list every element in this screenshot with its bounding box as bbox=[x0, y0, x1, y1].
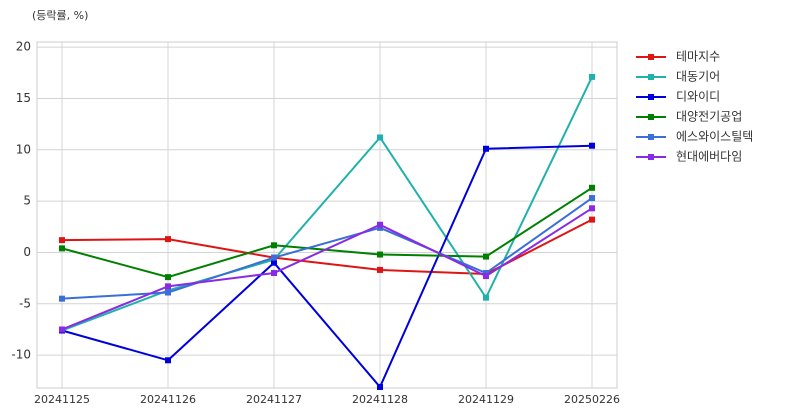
point-marker bbox=[589, 73, 595, 80]
legend-marker bbox=[648, 74, 654, 80]
point-marker bbox=[589, 184, 595, 191]
point-marker bbox=[483, 145, 489, 152]
legend-label: 대양전기공업 bbox=[676, 110, 742, 124]
x-tick-label: 20241126 bbox=[140, 393, 196, 406]
point-marker bbox=[59, 245, 65, 252]
point-marker bbox=[59, 295, 65, 302]
point-marker bbox=[271, 270, 277, 277]
legend-label: 에스와이스틸텍 bbox=[676, 130, 753, 144]
point-marker bbox=[377, 383, 383, 390]
point-marker bbox=[165, 236, 171, 243]
legend-marker bbox=[648, 134, 654, 140]
legend-label: 테마지수 bbox=[676, 50, 720, 64]
x-tick-label: 20241127 bbox=[246, 393, 302, 406]
y-tick-label: 10 bbox=[16, 142, 31, 156]
y-tick-label: 20 bbox=[16, 40, 31, 54]
point-marker bbox=[377, 266, 383, 273]
point-marker bbox=[589, 205, 595, 212]
legend-marker bbox=[648, 94, 654, 100]
point-marker bbox=[271, 254, 277, 261]
point-marker bbox=[589, 142, 595, 149]
legend-marker bbox=[648, 54, 654, 60]
point-marker bbox=[271, 259, 277, 266]
x-tick-label: 20241128 bbox=[352, 393, 408, 406]
point-marker bbox=[165, 274, 171, 281]
point-marker bbox=[483, 273, 489, 280]
series-line bbox=[61, 76, 593, 332]
point-marker bbox=[483, 294, 489, 301]
point-marker bbox=[165, 357, 171, 364]
point-marker bbox=[165, 283, 171, 290]
legend-marker bbox=[648, 114, 654, 120]
x-tick-label: 20241129 bbox=[458, 393, 514, 406]
point-marker bbox=[483, 270, 489, 277]
legend-label: 현대에버다임 bbox=[676, 150, 742, 164]
y-tick-label: 15 bbox=[16, 91, 31, 105]
point-marker bbox=[377, 134, 383, 141]
plot-frame bbox=[36, 41, 618, 389]
series-line bbox=[61, 218, 593, 276]
point-marker bbox=[589, 216, 595, 223]
y-axis-label: (등락률, %) bbox=[32, 9, 88, 22]
point-marker bbox=[59, 237, 65, 244]
point-marker bbox=[377, 224, 383, 231]
point-marker bbox=[59, 326, 65, 333]
point-marker bbox=[377, 221, 383, 228]
y-tick-label: -10 bbox=[11, 348, 31, 362]
point-marker bbox=[483, 253, 489, 260]
legend-marker bbox=[648, 154, 654, 160]
point-marker bbox=[271, 242, 277, 249]
legend-label: 디와이디 bbox=[676, 90, 720, 104]
x-tick-label: 20241125 bbox=[34, 393, 90, 406]
y-tick-label: 0 bbox=[23, 245, 31, 259]
point-marker bbox=[589, 195, 595, 202]
point-marker bbox=[377, 251, 383, 258]
point-marker bbox=[165, 289, 171, 296]
y-tick-label: 5 bbox=[23, 194, 31, 208]
x-tick-label: 20250226 bbox=[564, 393, 620, 406]
series-line bbox=[61, 144, 593, 389]
legend-label: 대동기어 bbox=[676, 70, 720, 84]
y-tick-label: -5 bbox=[19, 296, 31, 310]
series-line bbox=[61, 207, 593, 331]
